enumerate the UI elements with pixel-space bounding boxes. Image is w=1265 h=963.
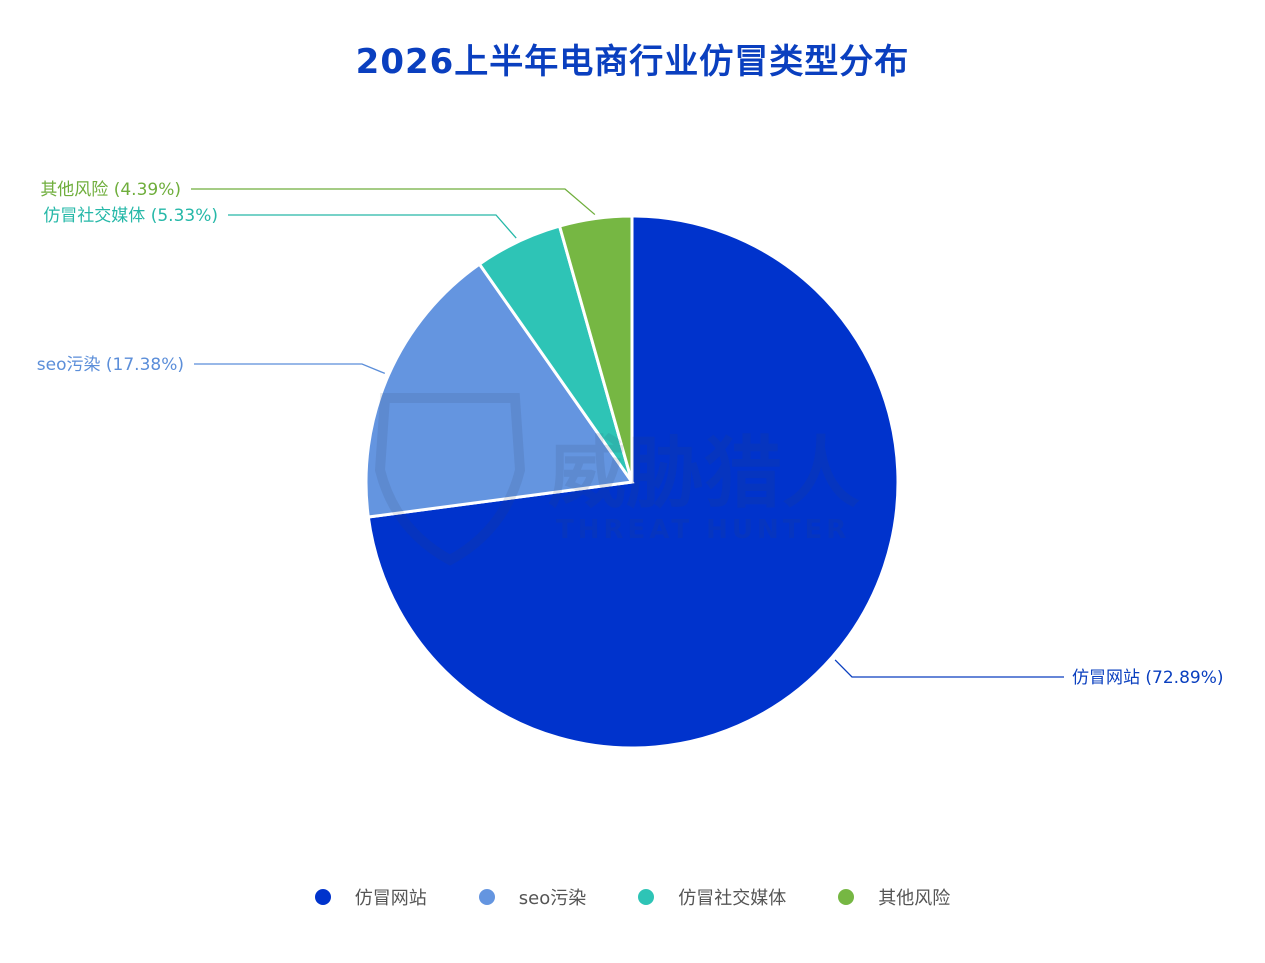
chart-legend: 仿冒网站 seo污染 仿冒社交媒体 其他风险 <box>0 884 1265 910</box>
watermark-subtext: THREAT HUNTER <box>556 515 850 545</box>
legend-label: seo污染 <box>518 888 587 909</box>
legend-dot-icon <box>314 889 331 905</box>
slice-other-risk[interactable] <box>557 214 634 483</box>
pie-data-labels: 仿冒网站 (72.89%) seo污染 (17.38%) 仿冒社交媒体 (5.33%… <box>37 180 1224 688</box>
slice-seo-pollution[interactable] <box>364 262 635 519</box>
leader-line <box>834 659 1064 678</box>
legend-item-other-risk[interactable]: 其他风险 <box>838 884 950 910</box>
legend-item-fake-social-media[interactable]: 仿冒社交媒体 <box>638 884 786 910</box>
legend-item-fake-website[interactable]: 仿冒网站 <box>314 884 427 910</box>
label-seo-pollution: seo污染 (17.38%) <box>37 355 184 375</box>
pie-slices <box>364 214 900 750</box>
watermark-logo: 威胁猎人 THREAT HUNTER <box>374 393 860 566</box>
legend-dot-icon <box>838 889 855 905</box>
label-fake-social-media: 仿冒社交媒体 (5.33%) <box>43 206 218 226</box>
legend-dot-icon <box>638 889 655 905</box>
label-fake-website: 仿冒网站 (72.89%) <box>1072 668 1224 688</box>
label-other-risk: 其他风险 (4.39%) <box>40 180 181 200</box>
leader-line <box>191 188 596 216</box>
legend-label: 仿冒社交媒体 <box>678 888 787 909</box>
leader-line <box>228 214 517 239</box>
watermark-text: 威胁猎人 <box>548 429 860 519</box>
watermark-shield-icon <box>374 393 526 566</box>
leader-line <box>194 363 386 375</box>
legend-item-seo-pollution[interactable]: seo污染 <box>478 884 587 910</box>
chart-title: 2026上半年电商行业仿冒类型分布 <box>355 42 910 82</box>
legend-dot-icon <box>478 889 495 905</box>
legend-label: 其他风险 <box>878 888 951 909</box>
legend-label: 仿冒网站 <box>354 888 427 909</box>
